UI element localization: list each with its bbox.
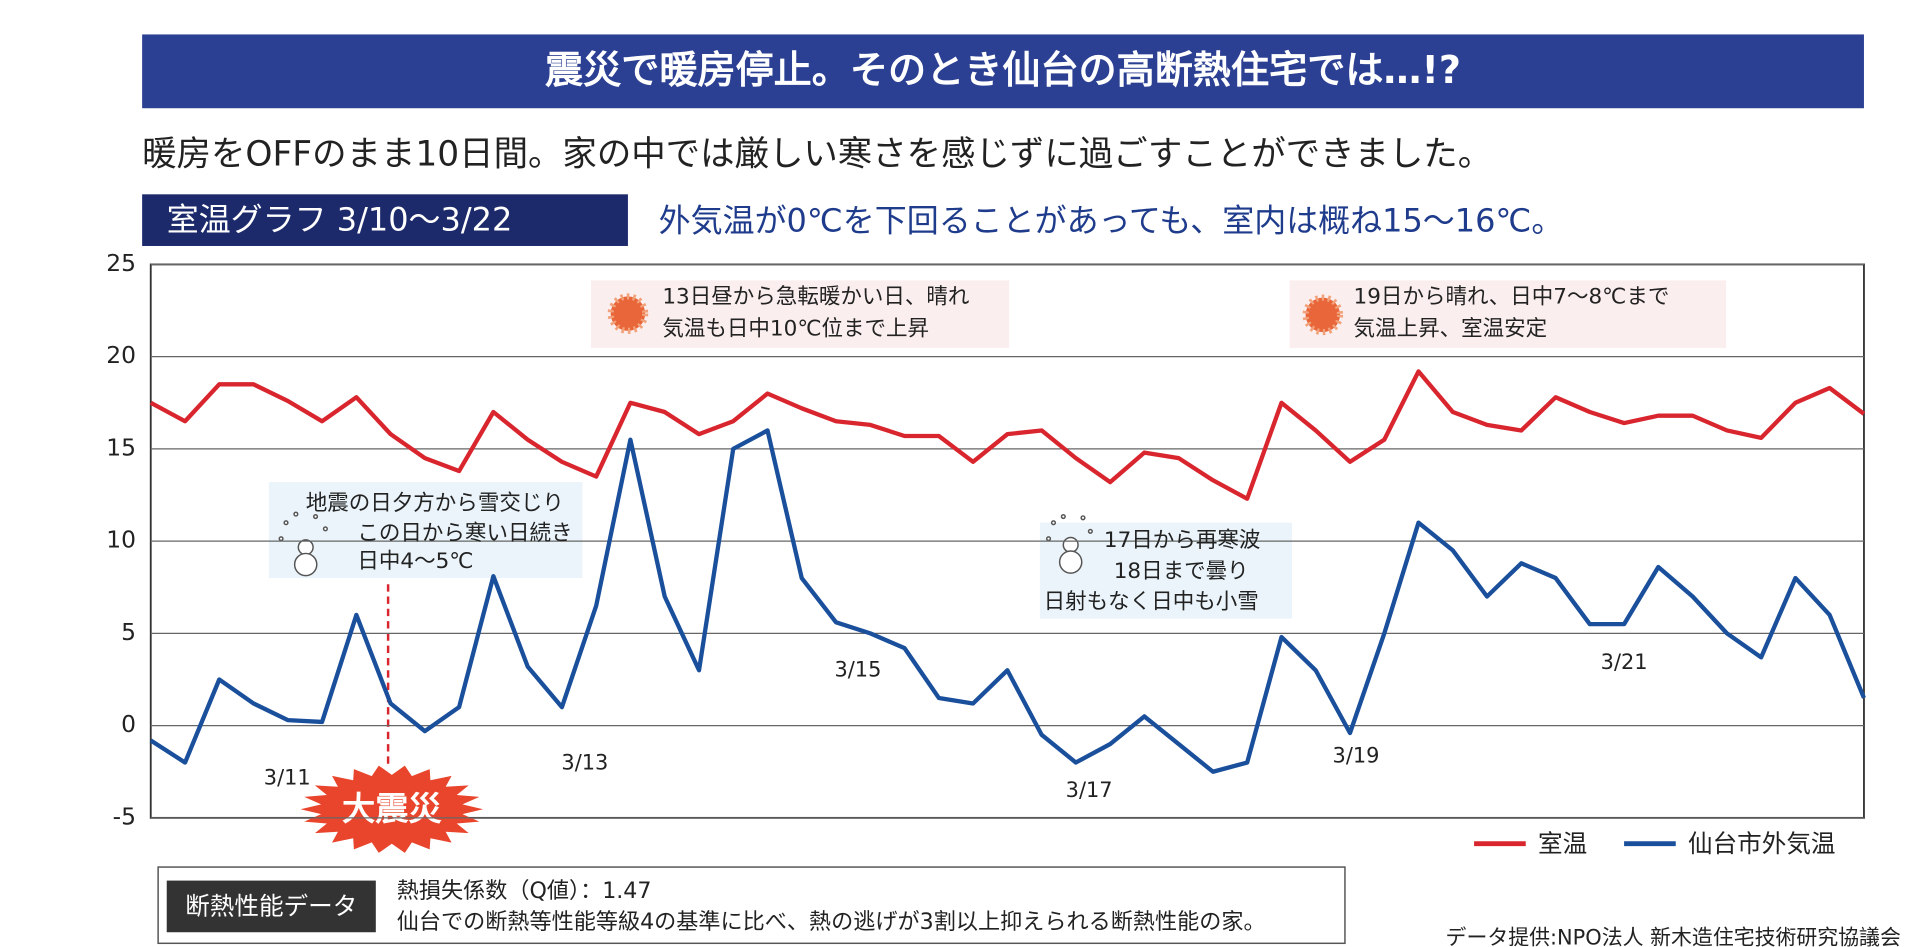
event-burst (300, 765, 484, 853)
y-tick-label: 25 (106, 249, 136, 277)
y-tick-label: 15 (106, 433, 136, 461)
event-label: 大震災 (342, 789, 442, 828)
chart-title: 震災で暖房停止。そのとき仙台の高断熱住宅では…!? (545, 48, 1461, 92)
y-tick-label: 20 (106, 341, 136, 369)
annotation-text: 気温上昇、室温安定 (1354, 317, 1548, 342)
series-line (149, 428, 1866, 774)
date-label: 3/19 (1333, 743, 1380, 767)
data-box-line: 仙台での断熱等性能等級4の基準に比べ、熱の逃げが3割以上抑えられる断熱性能の家。 (397, 909, 1266, 935)
sun-icon (607, 293, 649, 334)
credit: データ提供:NPO法人 新木造住宅技術研究協議会 (1446, 925, 1901, 947)
title-banner (142, 34, 1864, 109)
annotation-box (1039, 522, 1293, 619)
date-label: 3/17 (1066, 778, 1113, 802)
y-tick-label: 0 (121, 710, 136, 738)
date-label: 3/21 (1601, 650, 1648, 674)
annotation-text: 17日から再寒波 (1104, 528, 1260, 553)
date-label: 3/11 (264, 766, 311, 790)
annotation-text: 19日から晴れ、日中7〜8℃まで (1354, 285, 1670, 310)
snowman-icon (278, 511, 328, 577)
series-line (149, 369, 1866, 501)
graph-label: 室温グラフ 3/10〜3/22 (167, 200, 513, 238)
annotation-box (268, 482, 583, 579)
date-label: 3/13 (561, 751, 608, 775)
annotation-text: この日から寒い日続き (357, 521, 572, 546)
headline-note: 外気温が0℃を下回ることがあっても、室内は概ね15〜16℃。 (659, 202, 1564, 240)
annotation-text: 気温も日中10℃位まで上昇 (662, 317, 929, 342)
data-box-line: 熱損失係数（Q値）：1.47 (397, 878, 652, 904)
annotation-text: 日射もなく日中も小雪 (1044, 590, 1259, 615)
subtitle: 暖房をOFFのまま10日間。家の中では厳しい寒さを感じずに過ごすことができました… (142, 135, 1492, 175)
annotation-backgrounds (268, 280, 1727, 619)
data-box-label-bg (166, 880, 376, 933)
annotation-box (1289, 280, 1727, 349)
y-tick-label: 5 (121, 618, 136, 646)
graph-label-box (142, 194, 628, 246)
annotation-text: 日中4〜5℃ (357, 549, 473, 574)
annotation-text: 18日まで曇り (1114, 559, 1249, 584)
date-label: 3/15 (834, 657, 881, 681)
data-box-label: 断熱性能データ (185, 892, 357, 921)
annotation-text: 13日昼から急転暖かい日、晴れ (662, 285, 969, 310)
y-tick-label: 10 (106, 526, 136, 554)
y-tick-label: -5 (113, 802, 136, 830)
annotation-box (591, 280, 1010, 349)
sun-icon (1302, 294, 1344, 336)
legend-label: 仙台市外気温 (1688, 829, 1835, 858)
legend-label: 室温 (1538, 829, 1587, 858)
annotation-text: 地震の日夕方から雪交じり (306, 491, 564, 516)
